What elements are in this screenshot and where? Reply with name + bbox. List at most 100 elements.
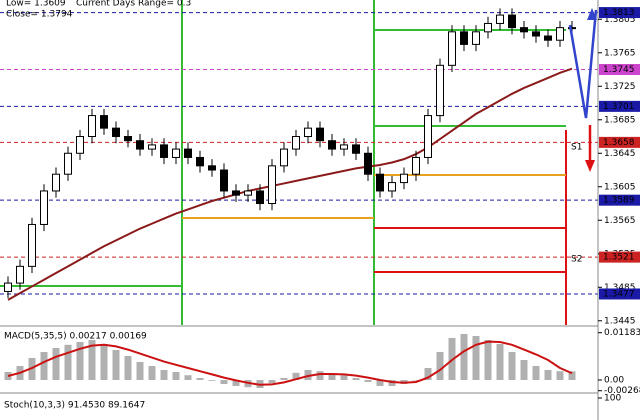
candle-body [376,173,384,192]
macd-bar [64,344,72,380]
y-tick-label: 1.3725 [604,82,636,92]
macd-bar [412,380,420,381]
candle-body [544,35,552,41]
y-tick-label: 1.3805 [604,15,636,25]
macd-bar [232,380,240,386]
candle-body [568,27,576,30]
candle-body [532,31,540,37]
macd-bar [376,380,384,386]
level-label-box [599,7,640,19]
level-label-box [599,64,640,76]
macd-bar [496,344,504,380]
candle-body [268,165,276,205]
macd-bar [208,380,216,381]
y-tick-label: 0.01183 [604,328,640,338]
macd-bar [112,350,120,380]
candle-body [160,144,168,158]
candle-body [460,31,468,45]
macd-bar [520,360,528,380]
macd-bar [40,352,48,380]
candle-body [340,144,348,150]
candle-body [220,169,228,192]
candle-body [412,156,420,175]
level-label-box [599,136,640,148]
candle-body [40,190,48,225]
macd-bar [220,380,228,384]
macd-bar [76,342,84,380]
level-label: 1.3521 [603,253,635,263]
macd-bar [172,372,180,380]
macd-bar [196,378,204,380]
candle-body [172,148,180,158]
candle-body [52,173,60,192]
candle-body [520,27,528,33]
candle-body [508,14,516,29]
candle-body [400,173,408,184]
arrow-head [587,8,597,20]
candle-body [292,136,300,150]
level-label: 1.3658 [603,138,635,148]
macd-bar [160,370,168,380]
macd-bar [436,352,444,380]
macd-bar [184,375,192,380]
macd-title: MACD(5,35,5) 0.00217 0.00169 [4,332,147,342]
y-tick-label: 100 [604,394,621,404]
y-tick-label: 1.3605 [604,182,636,192]
level-label: 1.3745 [603,65,635,75]
candle-body [448,31,456,66]
candle-body [316,127,324,142]
candle-body [28,223,36,267]
macd-bar [340,375,348,380]
y-tick-label: 1.3445 [604,316,636,326]
header-text: Close= 1.3794 [6,10,73,20]
macd-bar [568,371,576,380]
candle-body [280,148,288,167]
candle-body [76,136,84,154]
candle-body [184,148,192,158]
y-tick-label: 1.3765 [604,48,636,58]
level-label-box [599,100,640,112]
macd-bar [100,344,108,380]
candle-body [88,115,96,138]
level-label: 1.3589 [603,196,635,206]
y-tick-label: 0.00 [604,376,624,386]
candle-body [424,115,432,158]
candle-body [436,64,444,117]
forecast-arrow [568,9,598,119]
macd-bar [136,362,144,380]
pivot-label: S2 [571,255,582,265]
macd-bar [508,352,516,380]
y-tick-label: 1.3565 [604,216,636,226]
candle-body [100,115,108,129]
candle-body [232,190,240,196]
candle-body [124,136,132,142]
candle-body [496,14,504,24]
candle-body [244,190,252,196]
macd-bar [352,378,360,380]
candle-body [16,265,24,284]
header-text: Low= 1.3609 [6,0,66,9]
candle-body [256,190,264,205]
header: Low= 1.3609 Current Days Range= 0.3 Clos… [6,0,191,20]
macd-bar [556,371,564,380]
candle-body [352,144,360,154]
level-label-box [599,251,640,263]
macd-bar [460,334,468,380]
header-text: Current Days Range= 0.3 [76,0,191,9]
macd-bar [364,380,372,382]
macd-bar [484,340,492,380]
macd-bar [268,380,276,384]
candle-body [136,140,144,150]
macd-signal [7,340,573,386]
level-label-box [599,288,640,300]
candle-body [556,27,564,41]
candle-body [364,152,372,175]
level-label: 1.3813 [603,8,635,18]
candle-body [4,282,12,292]
candle-body [112,127,120,138]
y-tick-label: 1.3485 [604,283,636,293]
macd-bar [148,366,156,380]
